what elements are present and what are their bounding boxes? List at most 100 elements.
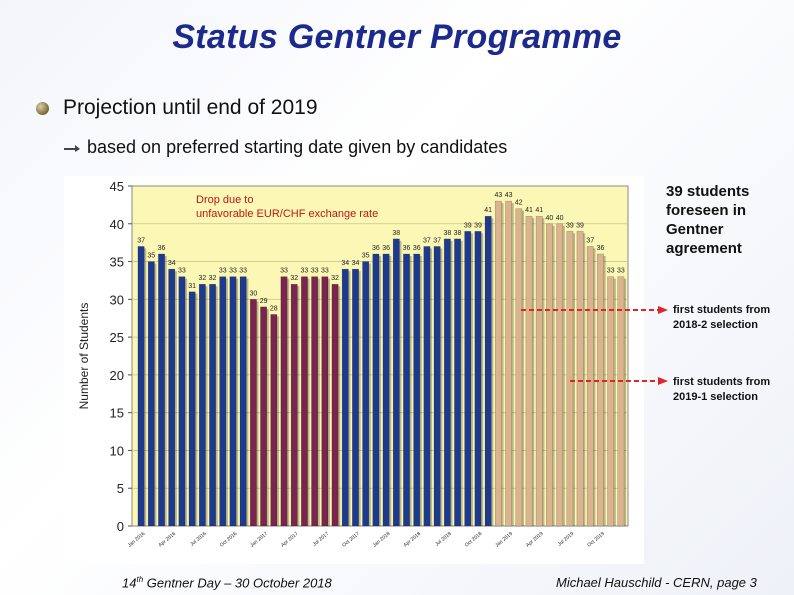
bar (433, 246, 441, 527)
bullet-based-on-text: based on preferred starting date given b… (87, 137, 508, 157)
bar (382, 253, 390, 527)
footer-right: Michael Hauschild - CERN, page 3 (556, 575, 757, 590)
bar-value-label: 36 (158, 245, 166, 252)
note-39-students: 39 students foreseen in Gentner agreemen… (666, 183, 750, 257)
bar (556, 223, 564, 527)
bar-value-label: 29 (260, 298, 268, 305)
bar (617, 276, 625, 527)
bar-value-label: 31 (188, 283, 196, 290)
footer-day-number: 14 (122, 575, 137, 591)
bar (270, 314, 278, 527)
bar (525, 215, 533, 527)
y-tick-label: 25 (110, 330, 124, 345)
bar-value-label: 40 (546, 215, 554, 222)
bar (229, 276, 237, 527)
bar-value-label: 39 (474, 222, 482, 229)
bar-value-label: 39 (464, 222, 472, 229)
bar (535, 215, 543, 527)
annotation-line-2: unfavorable EUR/CHF exchange rate (196, 208, 378, 220)
bar-value-label: 36 (597, 245, 605, 252)
bar (362, 261, 370, 527)
annotation-line-1: Drop due to (196, 194, 253, 206)
bar (494, 200, 502, 527)
bar (576, 231, 584, 527)
bar-value-label: 40 (556, 215, 564, 222)
bar (372, 253, 380, 527)
bar-value-label: 37 (423, 237, 431, 244)
bar-value-label: 28 (270, 305, 278, 312)
bar-value-label: 34 (341, 260, 349, 267)
bar (249, 299, 257, 527)
bar (260, 306, 268, 527)
footer-event: Gentner Day – 30 October 2018 (143, 575, 332, 591)
bar-value-label: 33 (321, 268, 329, 275)
bar-value-label: 33 (617, 268, 625, 275)
note-2018-selection: first students from 2018-2 selection (673, 304, 771, 331)
bar (280, 276, 288, 527)
bar-value-label: 37 (137, 237, 145, 244)
bar (546, 223, 553, 527)
bar-value-label: 34 (168, 260, 176, 267)
bar-value-label: 36 (403, 245, 411, 252)
bar (423, 246, 431, 527)
chart-svg: 0 5 10 15 20 25 30 35 40 45 Number of Students 37 35… (64, 176, 644, 564)
y-tick-label: 35 (110, 255, 124, 270)
bar (586, 246, 594, 527)
bar (147, 261, 155, 527)
bullet-projection-text: Projection until end of 2019 (63, 96, 318, 119)
bar (515, 208, 523, 527)
bar-value-label: 36 (372, 245, 380, 252)
bar (352, 268, 359, 527)
arrow-right-icon (64, 144, 80, 152)
bar-value-label: 39 (576, 222, 584, 229)
bar (239, 276, 247, 527)
bar-value-label: 32 (198, 275, 206, 282)
bar (158, 253, 165, 527)
bar (443, 238, 451, 527)
bar (168, 268, 176, 527)
bar-value-label: 36 (413, 245, 421, 252)
y-tick-label: 5 (117, 481, 124, 496)
bar (392, 238, 400, 527)
bar-value-label: 33 (311, 268, 319, 275)
bar (484, 215, 492, 527)
y-tick-label: 40 (110, 217, 124, 232)
bar (505, 200, 513, 527)
bar (137, 246, 145, 527)
bar-value-label: 35 (147, 253, 155, 260)
bar (474, 231, 482, 527)
bar (331, 283, 339, 527)
bar (321, 276, 329, 527)
footer-left: 14th Gentner Day – 30 October 2018 (122, 575, 332, 590)
y-tick-label: 0 (117, 519, 124, 534)
bar-value-label: 32 (331, 275, 339, 282)
bar-value-label: 41 (535, 207, 543, 214)
bar-value-label: 37 (433, 237, 441, 244)
note-2019-selection: first students from 2019-1 selection (673, 376, 771, 403)
y-axis-label: Number of Students (77, 303, 91, 410)
bar (403, 253, 410, 527)
bar-value-label: 33 (301, 268, 309, 275)
bar (178, 276, 186, 527)
y-tick-label: 45 (110, 179, 124, 194)
bar-value-label: 30 (249, 290, 257, 297)
bar-value-label: 32 (290, 275, 298, 282)
arrow-2018-icon (521, 306, 668, 314)
bar (311, 276, 319, 527)
y-tick-label: 15 (110, 406, 124, 421)
y-tick-label: 30 (110, 292, 124, 307)
bar (597, 253, 604, 527)
bar-value-label: 43 (505, 192, 513, 199)
bar-value-label: 38 (392, 230, 400, 237)
bar-value-label: 35 (362, 253, 370, 260)
bar-value-label: 38 (443, 230, 451, 237)
bullet-projection: Projection until end of 2019 (36, 96, 318, 120)
bar (198, 283, 206, 527)
bar (209, 283, 216, 527)
bar (454, 238, 461, 527)
y-tick-label: 10 (110, 443, 124, 458)
bar-value-label: 39 (566, 222, 574, 229)
bar-value-label: 33 (280, 268, 288, 275)
bar (301, 276, 308, 527)
